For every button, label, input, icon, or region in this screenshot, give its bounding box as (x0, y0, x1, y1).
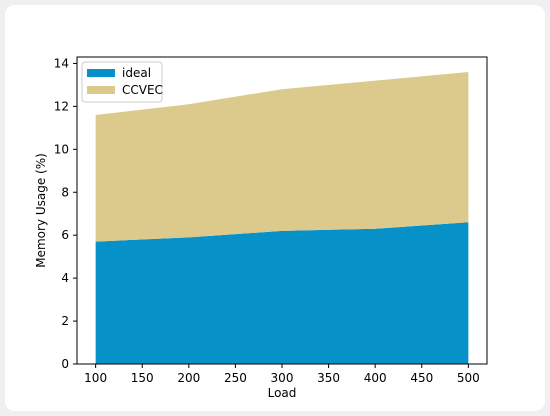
x-tick-label: 250 (224, 371, 247, 385)
legend-swatch-ideal (87, 69, 115, 77)
x-tick-label: 350 (317, 371, 340, 385)
area-ccvec (95, 72, 469, 242)
area-ideal (95, 222, 469, 364)
legend-swatch-ccvec (87, 86, 115, 94)
y-tick-label: 14 (54, 56, 69, 70)
y-tick-label: 8 (61, 185, 69, 199)
y-tick-label: 4 (61, 271, 69, 285)
y-tick-label: 10 (54, 142, 69, 156)
x-tick-label: 500 (457, 371, 480, 385)
y-tick-label: 0 (61, 357, 69, 371)
y-tick-label: 2 (61, 314, 69, 328)
y-tick-label: 6 (61, 228, 69, 242)
area-layer (95, 72, 469, 364)
legend: ideal CCVEC (81, 61, 163, 103)
y-axis: 0 2 4 6 8 10 12 14 (54, 56, 77, 371)
x-tick-label: 400 (364, 371, 387, 385)
legend-label-ccvec: CCVEC (122, 83, 163, 97)
x-axis: 100 150 200 250 300 350 400 450 500 (84, 364, 480, 385)
x-tick-label: 300 (271, 371, 294, 385)
legend-label-ideal: ideal (122, 66, 151, 80)
x-tick-label: 450 (410, 371, 433, 385)
y-axis-label: Memory Usage (%) (34, 153, 48, 268)
x-tick-label: 150 (131, 371, 154, 385)
x-tick-label: 200 (177, 371, 200, 385)
x-axis-label: Load (268, 386, 297, 400)
y-tick-label: 12 (54, 99, 69, 113)
x-tick-label: 100 (84, 371, 107, 385)
